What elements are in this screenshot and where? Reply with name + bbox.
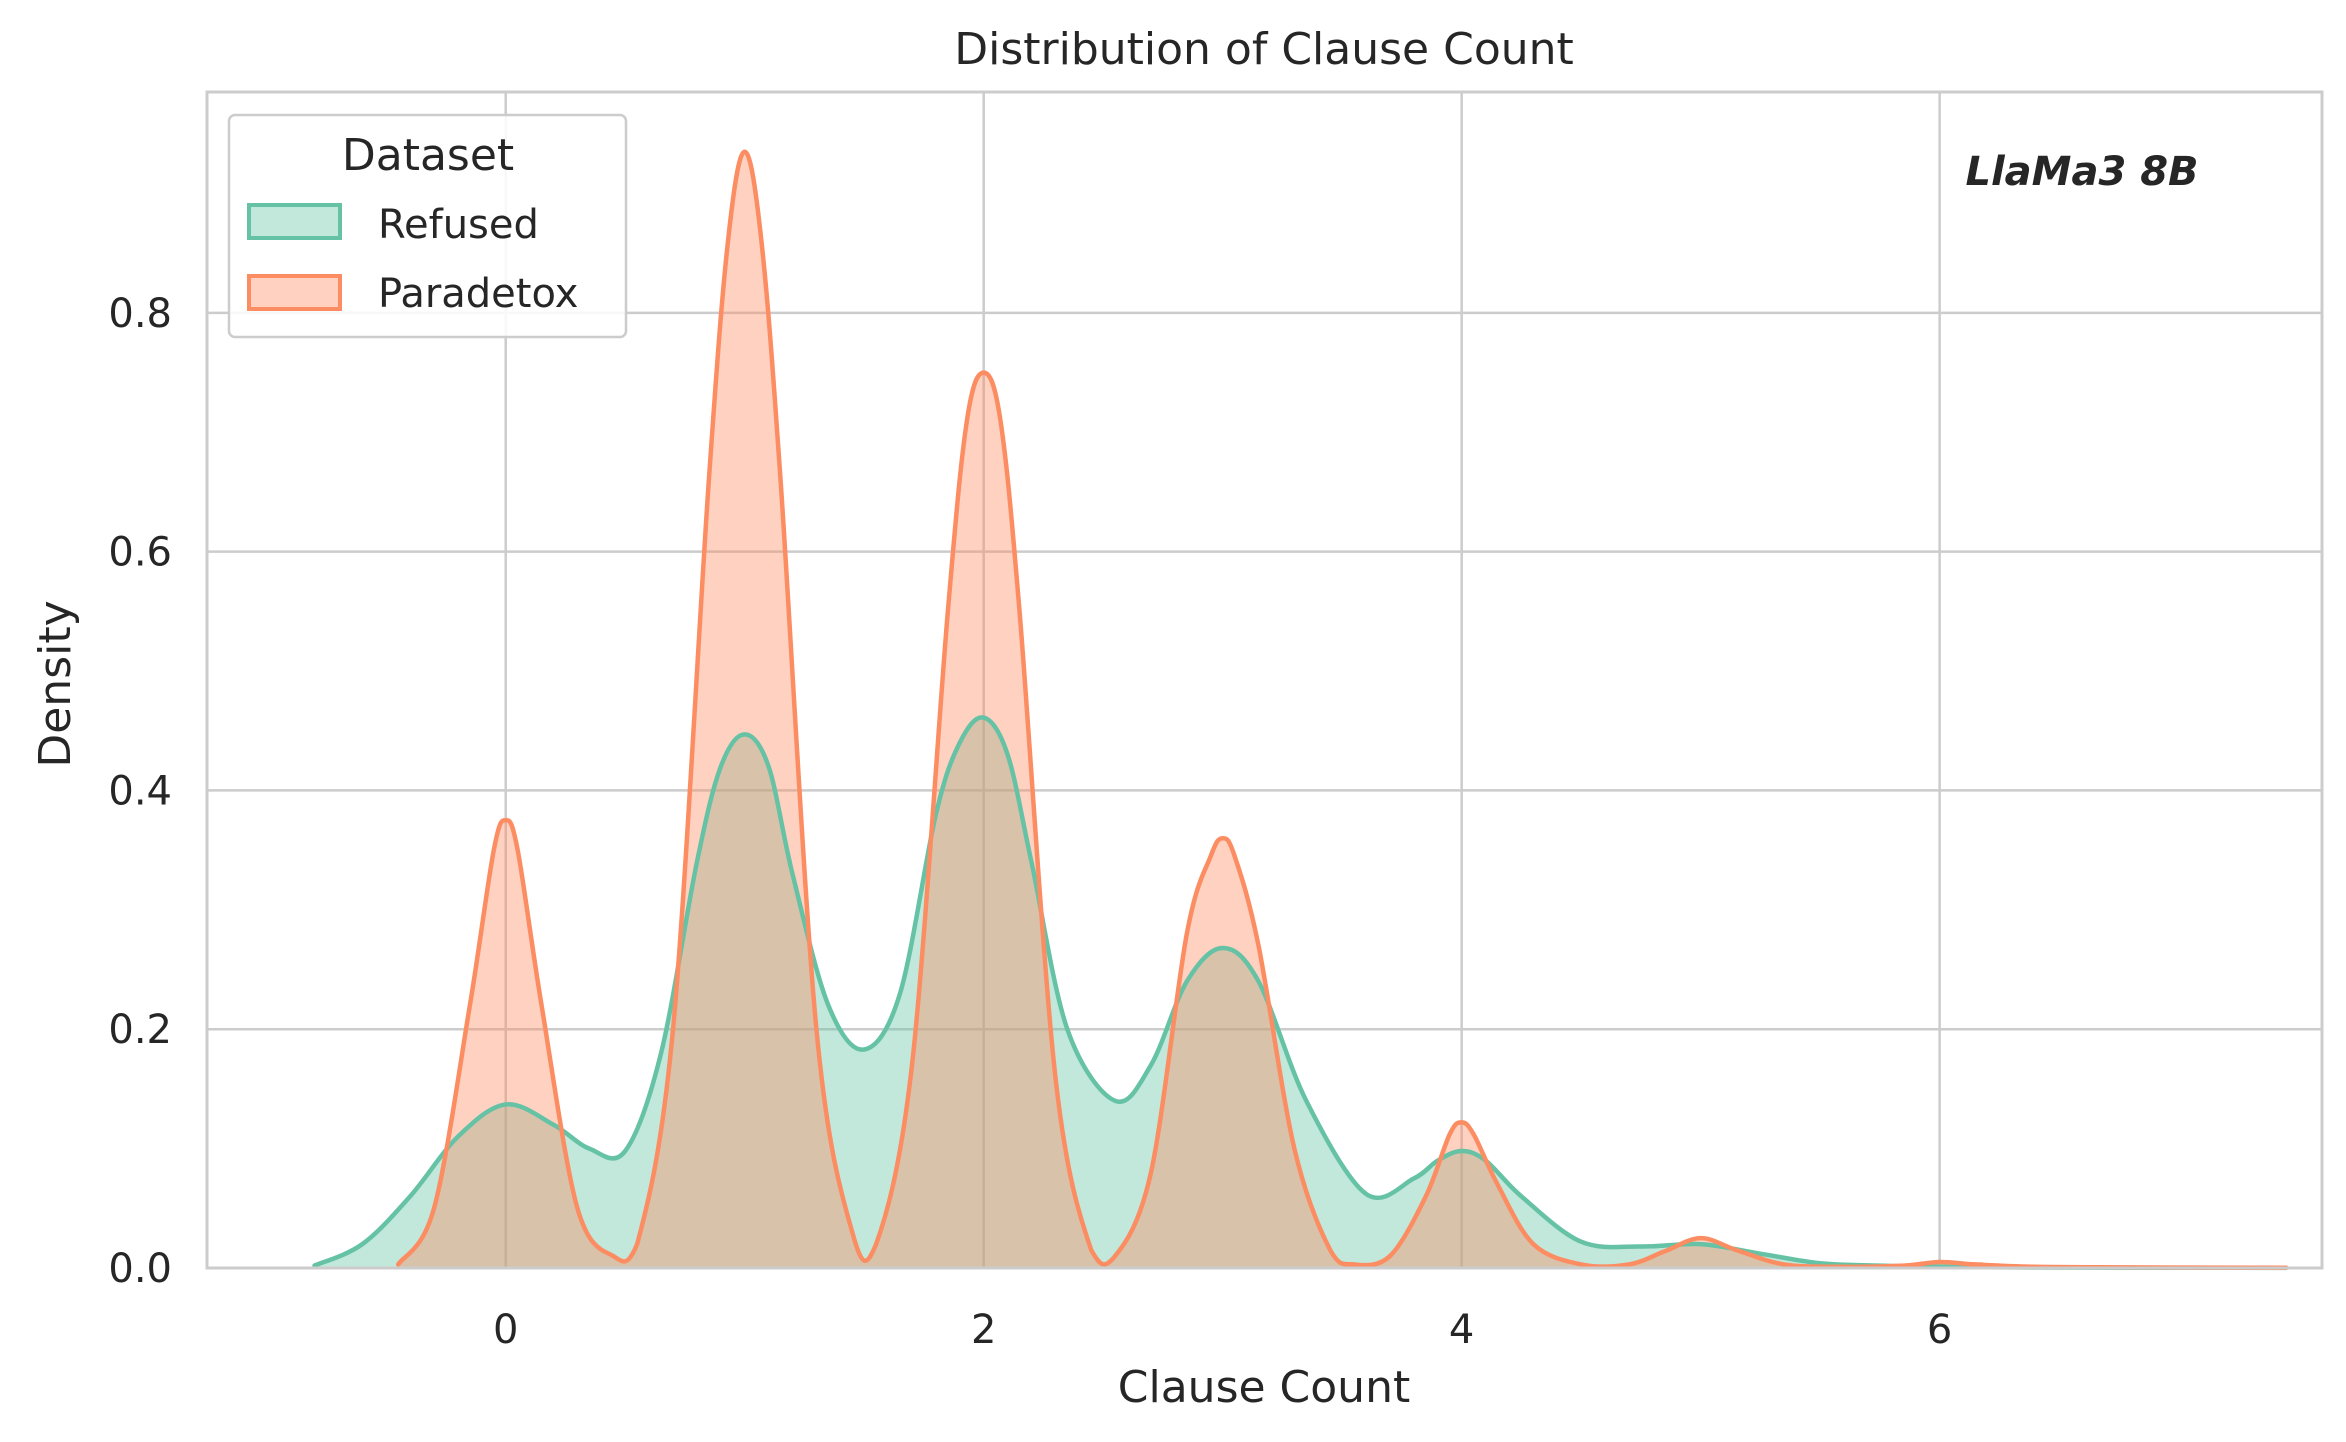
- y-tick-labels: 0.0 0.2 0.4 0.6 0.8: [108, 291, 172, 1292]
- density-area-paradetox: [398, 151, 2287, 1269]
- y-tick-label: 0.6: [108, 530, 172, 576]
- legend-label-paradetox: Paradetox: [378, 271, 578, 317]
- y-axis-label: Density: [30, 600, 81, 767]
- density-fills: [314, 151, 2287, 1269]
- legend-title: Dataset: [342, 130, 514, 181]
- legend-label-refused: Refused: [378, 202, 539, 248]
- chart-title: Distribution of Clause Count: [954, 24, 1574, 75]
- legend-swatch-paradetox: [247, 274, 342, 311]
- plot-frame: [205, 90, 2324, 1270]
- x-tick-labels: 0 2 4 6: [493, 1307, 1952, 1353]
- density-lines: [312, 149, 2289, 1271]
- x-axis-label: Clause Count: [1118, 1362, 1410, 1413]
- density-line-refused: [312, 715, 2289, 1271]
- legend-swatch-refused: [247, 203, 342, 240]
- legend: Dataset Refused Paradetox: [227, 113, 628, 339]
- x-tick-label: 4: [1449, 1307, 1474, 1353]
- y-tick-label: 0.0: [108, 1246, 172, 1292]
- x-tick-label: 2: [971, 1307, 996, 1353]
- density-area-refused: [314, 717, 2287, 1268]
- model-annotation: LlaMa3 8B: [1965, 149, 2198, 195]
- density-line-paradetox: [395, 149, 2289, 1271]
- y-tick-label: 0.8: [108, 291, 172, 337]
- x-tick-label: 0: [493, 1307, 518, 1353]
- x-tick-label: 6: [1927, 1307, 1952, 1353]
- y-tick-label: 0.4: [108, 768, 172, 814]
- legend-box: [227, 113, 628, 339]
- y-tick-label: 0.2: [108, 1007, 172, 1053]
